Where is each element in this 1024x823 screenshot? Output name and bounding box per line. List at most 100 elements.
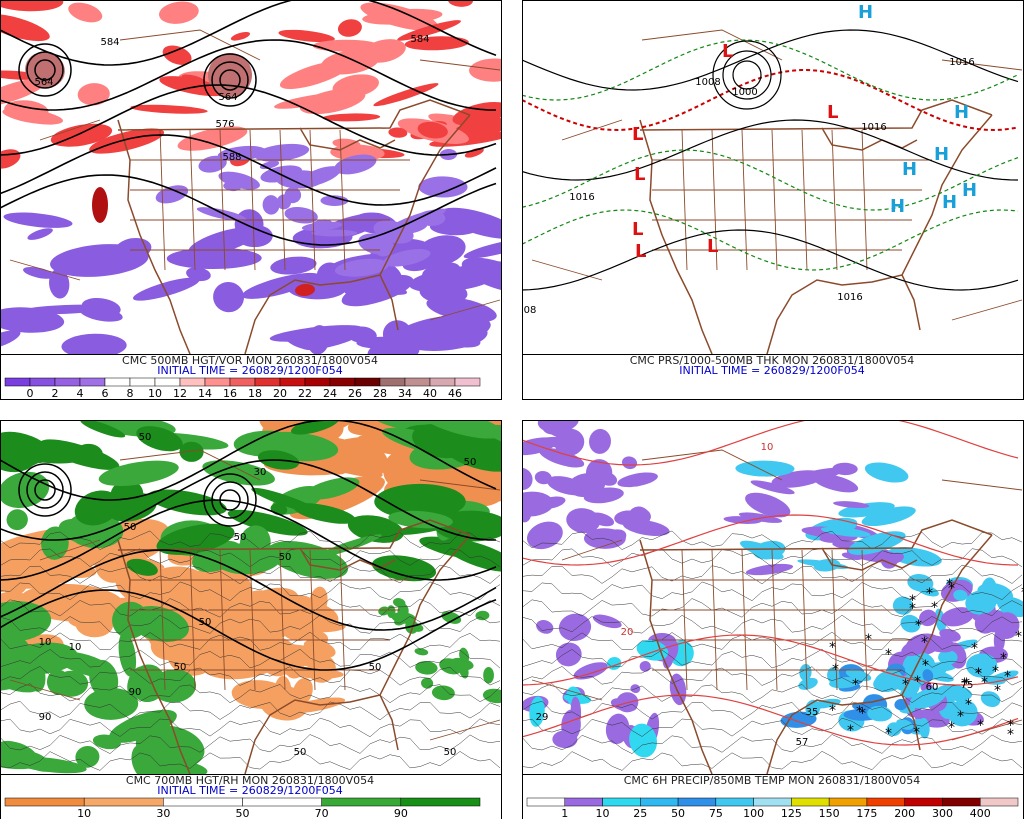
colorbar-label: 75 [709, 807, 723, 819]
contour [0, 589, 497, 671]
shaded-area [373, 83, 439, 107]
colorbar-swatch [602, 797, 641, 807]
shaded-area [235, 224, 273, 248]
map-panel: ****************************************… [522, 420, 1024, 820]
snow-marker: * [829, 703, 836, 719]
colorbar-label: 175 [856, 807, 877, 819]
colorbar-label: 16 [223, 387, 237, 400]
colorbar-label: 30 [156, 807, 170, 819]
map-area: ****************************************… [522, 420, 1024, 774]
snow-marker: * [992, 664, 999, 680]
contour-label: 50 [294, 747, 307, 758]
pressure-center: L [635, 241, 646, 262]
contour [0, 459, 497, 541]
contour-label: 30 [254, 467, 267, 478]
caption: CMC 700MB HGT/RH MON 260831/1800V054 [126, 774, 374, 787]
colorbar-label: 28 [373, 387, 387, 400]
colorbar-swatch [354, 377, 381, 387]
contour-label: 1008 [695, 77, 720, 88]
shaded-area [239, 638, 279, 672]
colorbar-swatch [564, 797, 603, 807]
contour [522, 634, 1019, 686]
shaded-area [378, 606, 390, 616]
contour [26, 471, 64, 509]
shaded-area [285, 335, 320, 351]
colorbar-label: 70 [315, 807, 329, 819]
shaded-area [84, 688, 139, 720]
shaded-area [306, 631, 329, 647]
shaded-area [320, 195, 349, 207]
contour-label: 50 [139, 432, 152, 443]
shaded-area [151, 669, 197, 703]
colorbar-swatch [129, 377, 156, 387]
thin-contour [0, 648, 501, 669]
contour-label: 1000 [732, 87, 757, 98]
shaded-area [0, 748, 46, 770]
contour [0, 84, 497, 156]
shaded-area [147, 489, 227, 516]
shaded-area [605, 713, 630, 745]
contour-label: 50 [464, 457, 477, 468]
contour [219, 69, 241, 91]
colorbar-label: 150 [819, 807, 840, 819]
colorbar-label: 100 [743, 807, 764, 819]
pressure-center: H [954, 102, 969, 123]
pressure-center: H [902, 159, 917, 180]
thin-contour [522, 666, 1023, 686]
contour-label: 564 [218, 92, 237, 103]
contour [203, 473, 257, 527]
thin-contour [522, 598, 1023, 618]
shaded-area [629, 723, 657, 758]
shaded-area [25, 51, 65, 89]
colorbar-label: 50 [671, 807, 685, 819]
shaded-area [27, 228, 53, 240]
shaded-area [356, 448, 388, 478]
shaded-area [3, 212, 73, 228]
thin-contour [0, 700, 501, 721]
shaded-area [311, 229, 358, 237]
shaded-area [0, 471, 50, 509]
shaded-area [750, 480, 795, 495]
snow-marker: * [981, 675, 988, 691]
shaded-area [558, 613, 592, 642]
shaded-area [422, 262, 461, 282]
snow-marker: * [921, 635, 928, 651]
shaded-area [322, 113, 381, 122]
contour-label: 1016 [861, 122, 886, 133]
shaded-area [601, 529, 627, 546]
thin-contour [522, 700, 1023, 721]
snow-marker: * [975, 666, 982, 682]
shaded-area [186, 267, 211, 282]
snow-marker: * [865, 632, 872, 648]
shaded-area [334, 272, 407, 295]
colorbar-swatch [163, 797, 243, 807]
contour [732, 60, 762, 90]
shaded-area [41, 526, 69, 560]
shaded-area [133, 277, 200, 301]
snow-marker: * [902, 677, 909, 693]
shaded-area [821, 526, 871, 538]
shaded-area [50, 123, 113, 147]
shaded-area [833, 501, 870, 509]
shaded-area [450, 118, 502, 139]
shaded-area [585, 459, 613, 487]
colorbar-swatch [4, 797, 85, 807]
contour-label: 57 [796, 737, 809, 748]
map-panel: 584 584 564 576 588 564 CMC 500MB HGT/VOR MON … [0, 0, 502, 400]
colorbar-swatch [866, 797, 905, 807]
shaded-area [80, 420, 126, 438]
shaded-area [475, 610, 490, 621]
snow-marker: * [915, 618, 922, 634]
shaded-area [383, 249, 431, 267]
contour [522, 29, 1019, 91]
shaded-area [420, 420, 502, 439]
colorbar-label: 6 [102, 387, 109, 400]
colorbar-swatch [379, 377, 406, 387]
colorbar-label: 8 [127, 387, 134, 400]
colorbar-label: 50 [236, 807, 250, 819]
shaded-area [552, 730, 578, 749]
shaded-area [295, 283, 315, 297]
shaded-area [61, 333, 127, 354]
